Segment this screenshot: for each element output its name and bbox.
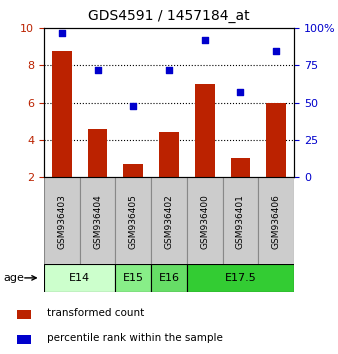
Bar (115, 264, 151, 292)
Text: GSM936400: GSM936400 (200, 194, 209, 249)
Bar (52, 51, 72, 177)
Bar (17, 335, 31, 344)
Bar (123, 164, 143, 177)
Text: GDS4591 / 1457184_at: GDS4591 / 1457184_at (88, 9, 250, 23)
Text: GSM936402: GSM936402 (165, 194, 173, 249)
Point (166, 67, 172, 73)
Bar (195, 84, 215, 177)
Bar (258, 177, 294, 266)
Point (130, 103, 136, 108)
Text: GSM936401: GSM936401 (236, 194, 245, 249)
Bar (80, 177, 115, 266)
Bar (187, 177, 223, 266)
Bar (266, 103, 286, 177)
Point (202, 38, 208, 43)
Bar (159, 132, 179, 177)
Bar (88, 129, 107, 177)
Text: GSM936406: GSM936406 (272, 194, 281, 249)
Point (273, 48, 279, 53)
Bar (44, 264, 115, 292)
Bar (151, 264, 187, 292)
Text: E17.5: E17.5 (224, 273, 256, 283)
Bar (115, 177, 151, 266)
Text: GSM936404: GSM936404 (93, 194, 102, 249)
Bar (151, 177, 187, 266)
Text: age: age (3, 273, 24, 283)
Text: E15: E15 (123, 273, 144, 283)
Bar (223, 177, 258, 266)
Text: transformed count: transformed count (47, 308, 144, 318)
Point (95, 67, 100, 73)
Text: GSM936403: GSM936403 (57, 194, 66, 249)
Bar (44, 177, 80, 266)
Point (59, 30, 65, 36)
Text: E14: E14 (69, 273, 90, 283)
Point (238, 90, 243, 95)
Text: GSM936405: GSM936405 (129, 194, 138, 249)
Text: percentile rank within the sample: percentile rank within the sample (47, 333, 222, 343)
Bar (231, 159, 250, 177)
Text: E16: E16 (159, 273, 179, 283)
Bar (187, 264, 294, 292)
Bar (17, 310, 31, 319)
